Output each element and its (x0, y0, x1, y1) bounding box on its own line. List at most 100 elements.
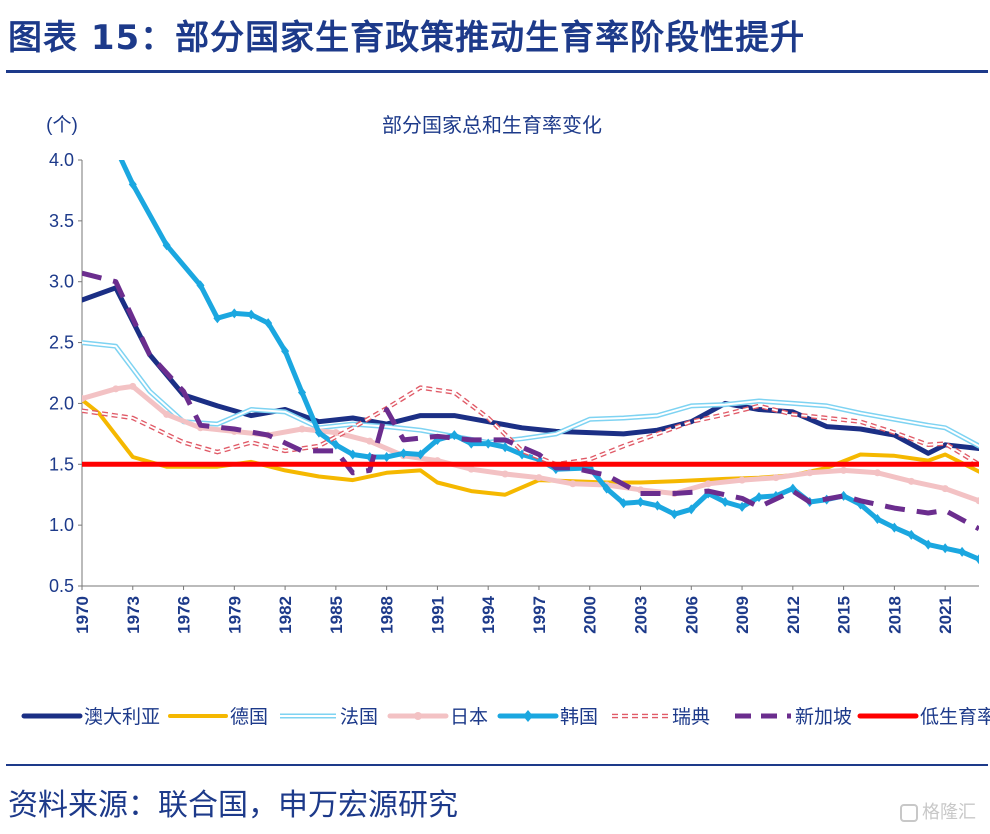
data-point (754, 492, 763, 503)
data-point (873, 514, 882, 525)
legend: 澳大利亚 德国 法国 日本 韩国 瑞典 新加坡 低生育率警 (21, 706, 990, 728)
x-tick-label: 2006 (682, 596, 701, 634)
data-point (975, 497, 979, 505)
data-point (924, 539, 933, 550)
x-tick-label: 2003 (632, 596, 651, 634)
legend-label: 澳大利亚 (84, 706, 160, 728)
y-axis-label: (个) (46, 114, 78, 136)
data-point (653, 500, 662, 511)
data-point (416, 449, 425, 460)
x-tick-label: 2009 (733, 596, 752, 634)
data-point (162, 240, 171, 251)
data-point (82, 395, 86, 403)
x-tick-label: 1985 (327, 596, 346, 634)
data-point (281, 346, 290, 357)
data-point (738, 501, 747, 512)
legend-label: 新加坡 (795, 706, 852, 728)
data-point (129, 382, 137, 390)
legend-label: 日本 (450, 706, 488, 728)
legend-label: 德国 (230, 706, 268, 728)
data-point (196, 280, 205, 291)
data-point (772, 474, 780, 482)
watermark-logo-icon (900, 804, 918, 822)
x-tick-label: 2018 (885, 596, 904, 634)
series-line (82, 397, 979, 497)
data-point (941, 543, 950, 554)
data-point (501, 470, 509, 478)
data-point (366, 437, 374, 445)
data-point (806, 469, 814, 477)
y-tick-label: 2.5 (49, 333, 74, 353)
x-axis: 1970 1973 1976 1979 1982 1985 1988 1991 1994 1997… (73, 586, 955, 634)
data-point (467, 465, 475, 473)
x-tick-label: 1973 (124, 596, 143, 634)
header-divider (6, 70, 988, 73)
watermark-text: 格隆汇 (922, 802, 976, 823)
x-tick-label: 1970 (73, 596, 92, 634)
y-axis: 0.5 1.0 1.5 2.0 2.5 3.0 3.5 4.0 (49, 150, 82, 596)
data-point (619, 498, 628, 509)
legend-item: 澳大利亚 (21, 706, 160, 728)
data-point (112, 385, 120, 393)
series-line (118, 160, 979, 562)
data-point (399, 448, 408, 459)
data-point (314, 427, 323, 438)
data-point (873, 469, 881, 477)
y-tick-label: 3.0 (49, 272, 74, 292)
data-point (535, 474, 543, 482)
series-2 (82, 340, 979, 449)
legend-item: 瑞典 (612, 706, 710, 728)
legend-item: 低生育率警 (857, 706, 990, 728)
data-point (298, 387, 307, 398)
y-tick-label: 0.5 (49, 576, 74, 596)
data-point (602, 483, 611, 494)
legend-label: 韩国 (560, 706, 598, 728)
chart-title: 部分国家总和生育率变化 (382, 114, 602, 137)
x-tick-label: 1997 (530, 596, 549, 634)
data-point (670, 509, 679, 520)
data-point (230, 308, 239, 319)
y-tick-label: 1.5 (49, 454, 74, 474)
data-point (348, 449, 357, 460)
data-point (941, 485, 949, 493)
legend-label: 瑞典 (672, 706, 710, 728)
legend-item: 韩国 (497, 706, 598, 728)
series-line-inner (82, 341, 979, 447)
series-1 (82, 397, 979, 497)
x-tick-label: 1982 (276, 596, 295, 634)
report-title: 图表 15：部分国家生育政策推动生育率阶段性提升 (8, 18, 806, 58)
data-point (907, 477, 915, 485)
data-point (163, 410, 171, 418)
footer-divider (6, 764, 988, 766)
y-tick-label: 4.0 (49, 150, 74, 170)
x-tick-label: 1979 (225, 596, 244, 634)
legend-item: 新加坡 (735, 706, 852, 728)
legend-label: 法国 (340, 706, 378, 728)
data-point (332, 429, 340, 437)
x-tick-label: 2000 (581, 596, 600, 634)
data-point (569, 480, 577, 488)
data-point (298, 425, 306, 433)
series-6 (82, 270, 979, 531)
data-point (331, 439, 340, 450)
x-tick-label: 2015 (835, 596, 854, 634)
data-point (213, 313, 222, 324)
data-point (721, 497, 730, 508)
data-point (907, 529, 916, 540)
data-point (382, 451, 391, 462)
legend-marker (523, 710, 533, 722)
data-point (128, 179, 137, 190)
series-line (82, 270, 979, 531)
watermark: 格隆汇 (900, 798, 976, 824)
series-group (82, 143, 979, 565)
data-point (112, 143, 120, 153)
x-tick-label: 1976 (175, 596, 194, 634)
y-tick-label: 2.0 (49, 393, 74, 413)
x-tick-label: 2021 (936, 596, 955, 634)
legend-item: 日本 (387, 706, 488, 728)
data-point (687, 504, 696, 515)
data-point (636, 497, 645, 508)
x-tick-label: 1994 (479, 595, 498, 633)
data-point (840, 466, 848, 474)
y-tick-label: 1.0 (49, 515, 74, 535)
